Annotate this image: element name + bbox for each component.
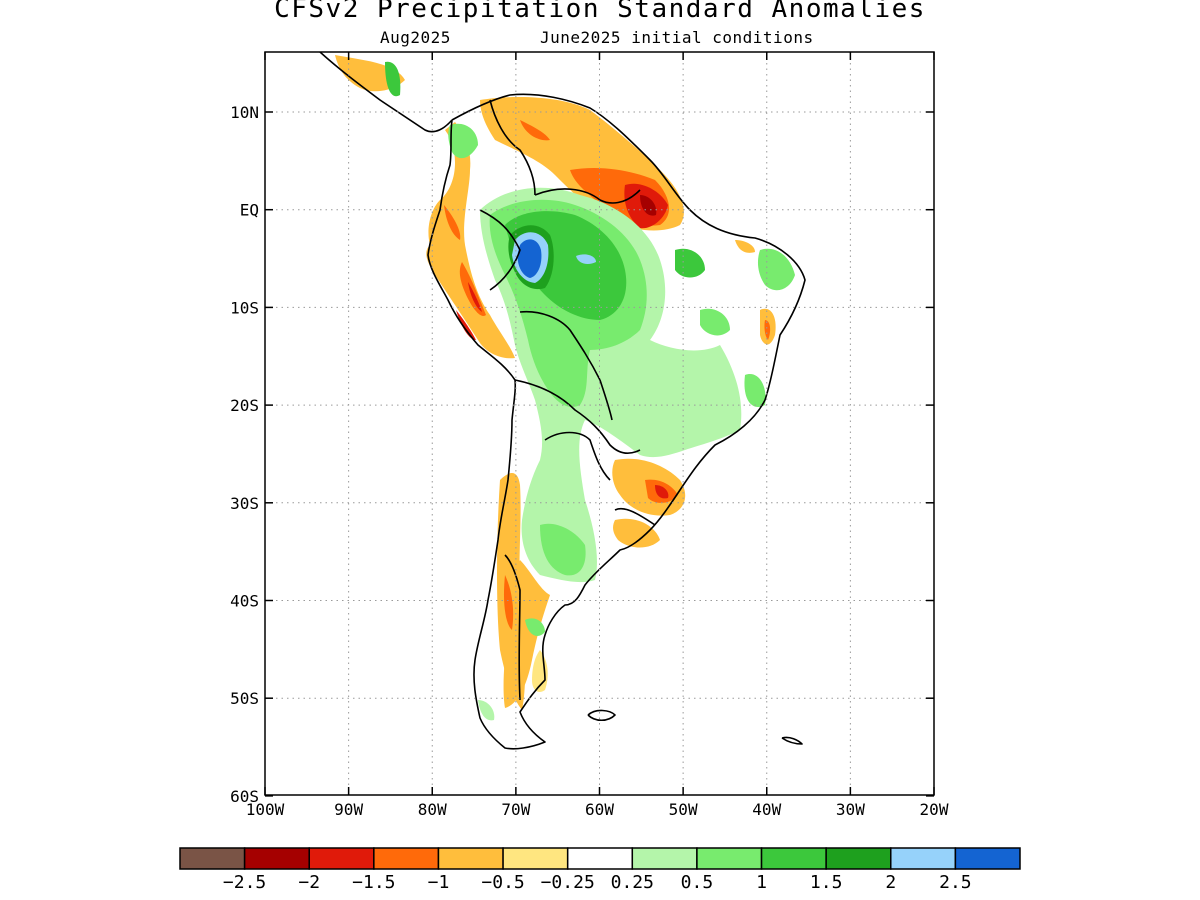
country-border <box>534 188 641 204</box>
x-tick-label: 70W <box>501 800 530 819</box>
latitude-labels: 10N EQ 10S 20S 30S 40S 50S 60S <box>230 103 259 806</box>
colorbar-label: −0.5 <box>481 872 524 893</box>
x-tick-label: 60W <box>585 800 614 819</box>
colorbar-swatch <box>696 847 763 870</box>
x-tick-label: 90W <box>334 800 363 819</box>
anomaly-region <box>735 240 755 253</box>
colorbar-label: 0.5 <box>681 872 714 893</box>
axis-ticks <box>264 52 935 797</box>
x-tick-label: 100W <box>246 800 285 819</box>
anomaly-region <box>444 205 461 240</box>
anomaly-region <box>520 120 550 141</box>
colorbar-swatch <box>308 847 375 870</box>
country-border <box>489 99 536 196</box>
anomaly-region <box>503 560 550 708</box>
colorbar-swatch <box>890 847 957 870</box>
country-border <box>514 379 641 455</box>
colorbar-swatch <box>760 847 827 870</box>
colorbar-label: −2 <box>298 872 320 893</box>
country-border <box>504 554 521 701</box>
anomaly-region <box>456 310 476 340</box>
colorbar-swatch <box>631 847 698 870</box>
anomaly-region <box>576 254 596 264</box>
country-border <box>519 310 601 381</box>
y-tick-label: 10N <box>230 103 259 122</box>
anomaly-region <box>764 320 771 340</box>
colorbar-label: −1.5 <box>352 872 395 893</box>
anomaly-region <box>757 248 795 291</box>
anomaly-region <box>655 485 669 499</box>
anomaly-region <box>517 239 542 278</box>
y-tick-label: 50S <box>230 689 259 708</box>
anomaly-region <box>503 575 514 630</box>
colorbar-label: 2 <box>885 872 896 893</box>
precip-anomaly-field <box>335 55 795 721</box>
y-tick-label: 10S <box>230 298 259 317</box>
colorbar-swatch <box>954 847 1021 870</box>
country-border <box>599 379 613 421</box>
forecast-month: Aug2025 <box>380 28 451 47</box>
longitude-labels: 100W 90W 80W 70W 60W 50W 40W 30W 20W <box>246 800 949 819</box>
y-tick-label: 20S <box>230 396 259 415</box>
country-border <box>544 431 611 481</box>
country-border <box>479 209 521 291</box>
anomaly-region <box>448 123 478 159</box>
y-tick-label: 30S <box>230 494 259 513</box>
colorbar-swatch <box>502 847 569 870</box>
south-america-coast <box>427 93 806 750</box>
south-georgia <box>781 736 803 745</box>
anomaly-region <box>426 122 515 359</box>
colorbar-label: 0.25 <box>611 872 654 893</box>
anomaly-region <box>675 248 705 278</box>
colorbar-label: 2.5 <box>939 872 972 893</box>
x-tick-label: 30W <box>836 800 865 819</box>
chart-title: CFSv2 Precipitation Standard Anomalies <box>274 0 926 24</box>
colorbar-label: 1 <box>756 872 767 893</box>
x-tick-label: 80W <box>418 800 447 819</box>
anomaly-region <box>459 262 486 316</box>
x-tick-label: 20W <box>920 800 949 819</box>
x-tick-label: 40W <box>752 800 781 819</box>
graticule <box>265 52 934 795</box>
anomaly-region <box>540 523 586 576</box>
y-tick-label: 40S <box>230 592 259 611</box>
initial-conditions: June2025 initial conditions <box>540 28 814 47</box>
colorbar-swatch <box>825 847 892 870</box>
central-america-coast <box>319 52 453 133</box>
anomaly-region <box>525 618 545 636</box>
anomaly-region <box>468 282 482 312</box>
x-tick-label: 50W <box>669 800 698 819</box>
colorbar-swatch <box>437 847 504 870</box>
colorbar-label: −1 <box>428 872 450 893</box>
colorbar-swatch <box>179 847 246 870</box>
anomaly-region <box>385 61 401 97</box>
colorbar-label: −2.5 <box>223 872 266 893</box>
anomaly-region <box>744 374 766 407</box>
colorbar-swatch <box>373 847 440 870</box>
anomaly-region <box>700 308 730 336</box>
colorbar <box>179 847 1021 870</box>
anomaly-region <box>478 700 495 721</box>
coastlines <box>319 52 806 750</box>
colorbar-labels: −2.5 −2 −1.5 −1 −0.5 −0.25 0.25 0.5 1 1.5 2 2.5 <box>223 872 972 893</box>
anomaly-region <box>613 518 660 548</box>
falklands <box>587 709 616 722</box>
y-tick-label: EQ <box>240 201 259 220</box>
y-tick-label: 60S <box>230 787 259 806</box>
colorbar-swatch <box>243 847 310 870</box>
colorbar-label: −0.25 <box>541 872 595 893</box>
colorbar-swatch <box>566 847 634 870</box>
anomaly-region <box>640 195 657 216</box>
colorbar-label: 1.5 <box>810 872 843 893</box>
country-border <box>614 507 656 526</box>
